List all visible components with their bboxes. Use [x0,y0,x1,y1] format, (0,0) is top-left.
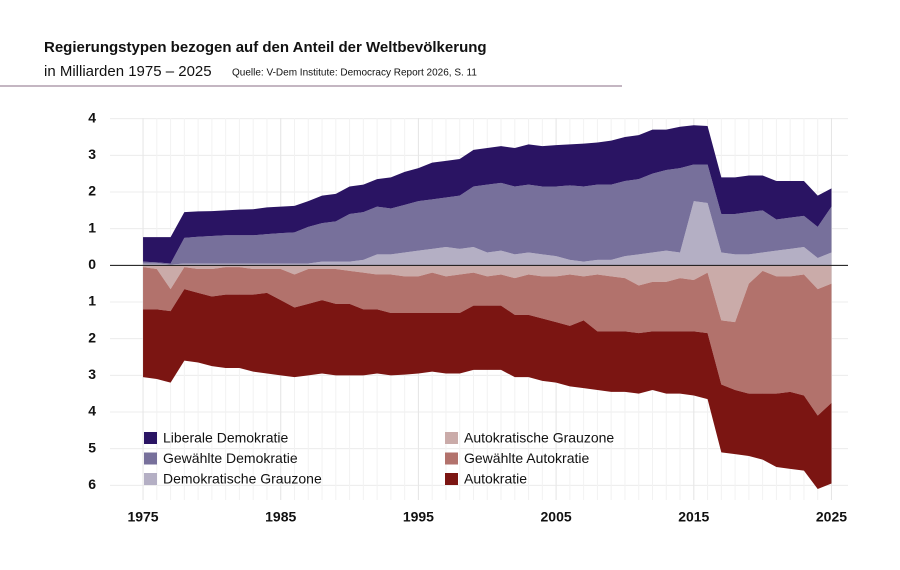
legend-swatch [144,452,157,465]
area [143,125,832,264]
x-tick-label: 2015 [678,509,709,525]
y-tick-label: 0 [88,256,96,272]
legend-label: Gewählte Autokratie [464,450,590,466]
y-tick-label: 5 [88,439,96,455]
y-tick-label: 1 [88,293,96,309]
chart-source: Quelle: V-Dem Institute: Democracy Repor… [232,68,477,79]
legend-label: Gewählte Demokratie [163,450,298,466]
y-tick-label: 3 [88,366,96,382]
y-tick-label: 4 [88,109,96,125]
y-tick-label: 2 [88,183,96,199]
legend-swatch [144,432,157,444]
area [143,289,832,489]
legend-label: Autokratische Grauzone [464,430,614,446]
area [143,201,832,266]
legend-swatch [144,473,157,485]
x-tick-label: 2005 [541,509,572,525]
area [143,265,832,323]
y-tick-label: 3 [88,146,96,162]
chart-subtitle: in Milliarden 1975 – 2025 [44,63,212,80]
area [143,164,832,265]
x-tick-label: 1975 [127,509,158,525]
axes: 6 5 4 3 2 1 0 1 2 3 4 1975 1985 1995 2005 2015 2025 [88,109,848,525]
legend-label: Liberale Demokratie [163,430,288,446]
legend: Liberale Demokratie Gewählte Demokratie De… [144,430,614,487]
x-tick-label: 1985 [265,509,296,525]
legend-label: Demokratische Grauzone [163,471,322,487]
y-tick-label: 2 [88,329,96,345]
legend-swatch [445,452,458,465]
legend-label: Autokratie [464,471,527,487]
y-tick-label: 4 [88,403,96,419]
x-tick-label: 1995 [403,509,434,525]
chart-title: Regierungstypen bezogen auf den Anteil d… [44,39,487,56]
y-tick-label: 6 [88,476,96,492]
y-tick-label: 1 [88,219,96,235]
areas [143,125,832,489]
legend-swatch [445,432,458,444]
legend-swatch [445,473,458,485]
x-tick-label: 2025 [816,509,847,525]
area [143,267,832,416]
